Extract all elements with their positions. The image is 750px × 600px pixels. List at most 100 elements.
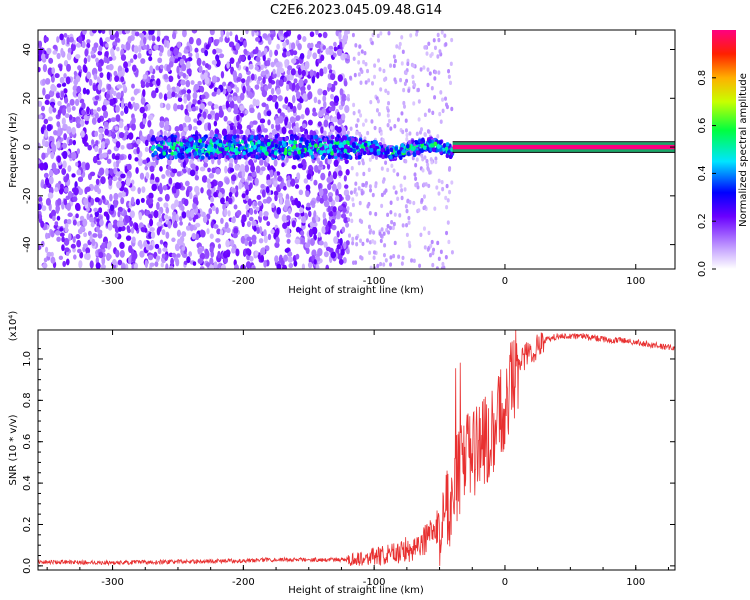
spectrogram-cell [127,143,133,150]
spectrogram-cell [272,73,277,79]
spectrogram-cell [437,37,441,43]
spectrogram-cell [293,260,298,267]
spectrogram-cell [411,155,415,161]
spectrogram-cell [208,207,213,215]
spectrogram-cell [305,184,311,191]
spectrogram-cell [85,252,91,261]
spectrogram-cell [368,240,372,245]
spectrogram-cell [433,206,437,211]
spectrogram-cell [138,212,143,221]
spectrogram-cell [101,242,106,248]
spectrogram-cell [101,87,106,93]
spectrogram-cell [92,233,98,238]
spectrogram-cell [263,260,267,268]
spectrogram-cell [342,140,347,146]
spectrogram-cell [351,137,355,142]
spectrogram-cell [63,72,67,79]
spectrogram-cell [430,143,434,148]
spectrogram-cell [229,31,233,37]
spectrogram-cell [384,154,388,159]
spectrogram-cell [247,198,253,207]
spectrogram-cell [72,196,78,202]
spectrogram-cell [357,186,361,191]
spectrogram-cell [125,43,131,51]
spectrogram-cell [306,54,311,60]
spectrogram-cell [262,128,268,133]
spectrogram-cell [94,130,99,137]
spectrogram-cell [229,167,235,173]
spectrogram-cell [156,30,161,38]
spectrogram-cell [174,199,179,207]
spectrogram-cell [139,32,145,38]
spectrogram-cell [379,31,383,36]
spectrogram-cell [78,260,83,269]
spectrogram-cell [319,150,323,155]
spectrogram-cell [306,84,311,91]
spectrogram-cell [292,50,298,56]
spectrogram-cell [76,239,82,248]
spectrogram-cell [289,102,294,110]
spectrogram-cell [389,147,394,153]
spectrogram-cell [159,120,165,129]
spectrogram-cell [176,171,182,177]
spectrogram-cell [208,172,215,179]
spectrogram-cell [357,72,361,77]
spectrogram-cell [423,132,427,137]
spectrogram-cell [434,156,438,161]
spectrogram-cell [245,194,249,202]
spectrogram-cell [179,142,184,147]
spectrogram-cell [115,141,121,149]
spectrogram-cell [368,250,372,256]
spectrogram-cell [53,129,58,136]
spectrogram-cell [294,197,299,206]
spectrogram-cell [272,68,276,75]
spectrogram-cell [98,127,104,134]
spectrogram-cell [426,146,430,151]
spectrogram-cell [233,134,237,139]
spectrogram-cell [352,110,356,116]
spectrogram-cell [213,191,218,198]
spectrogram-cell [380,147,385,153]
spectrogram-cell [85,247,91,255]
spectrogram-cell [257,76,263,81]
spectrogram-cell [272,138,277,144]
spectrogram-cell [267,233,272,241]
spectrogram-cell [401,255,405,261]
spectrogram-cell [230,147,234,152]
spectrogram-cell [329,140,334,145]
spectrogram-cell [63,88,68,94]
spectrogram-cell [448,154,453,160]
spectrogram-cell [158,92,163,100]
spectrogram-cell [61,117,66,126]
spectrogram-cell [437,191,441,196]
spectrogram-cell [151,183,158,192]
spectrogram-cell [401,129,405,135]
spectrogram-cell [149,262,155,267]
spectrogram-cell [374,183,378,189]
spectrogram-cell [137,187,141,195]
spectrogram-cell [444,254,448,260]
spectrogram-cell [210,110,216,116]
spectrogram-cell [91,139,95,145]
spectrogram-cell [248,159,254,166]
spectrogram-cell [209,257,214,265]
spectrogram-cell [426,82,430,88]
spectrogram-cell [168,61,174,68]
spectrogram-cell [184,180,190,187]
spectrogram-cell [400,195,404,201]
spectrogram-cell [71,105,76,111]
spectrogram-cell [336,230,340,238]
spectrogram-cell [162,151,167,156]
spectrogram-cell [156,146,161,151]
spectrogram-cell [188,52,193,58]
spectrogram-cell [364,61,368,67]
spectrogram-cell [206,147,211,152]
colorbar-ticks: 0.00.20.40.60.8 [697,70,716,277]
spectrogram-cell [392,168,396,173]
spectrogram-cell [290,42,296,50]
spectrogram-cell [420,143,425,148]
spectrogram-cell [149,179,155,185]
spectrogram-cell [427,183,431,189]
spectrogram-cell [302,35,307,43]
spectrogram-cell [159,239,164,245]
